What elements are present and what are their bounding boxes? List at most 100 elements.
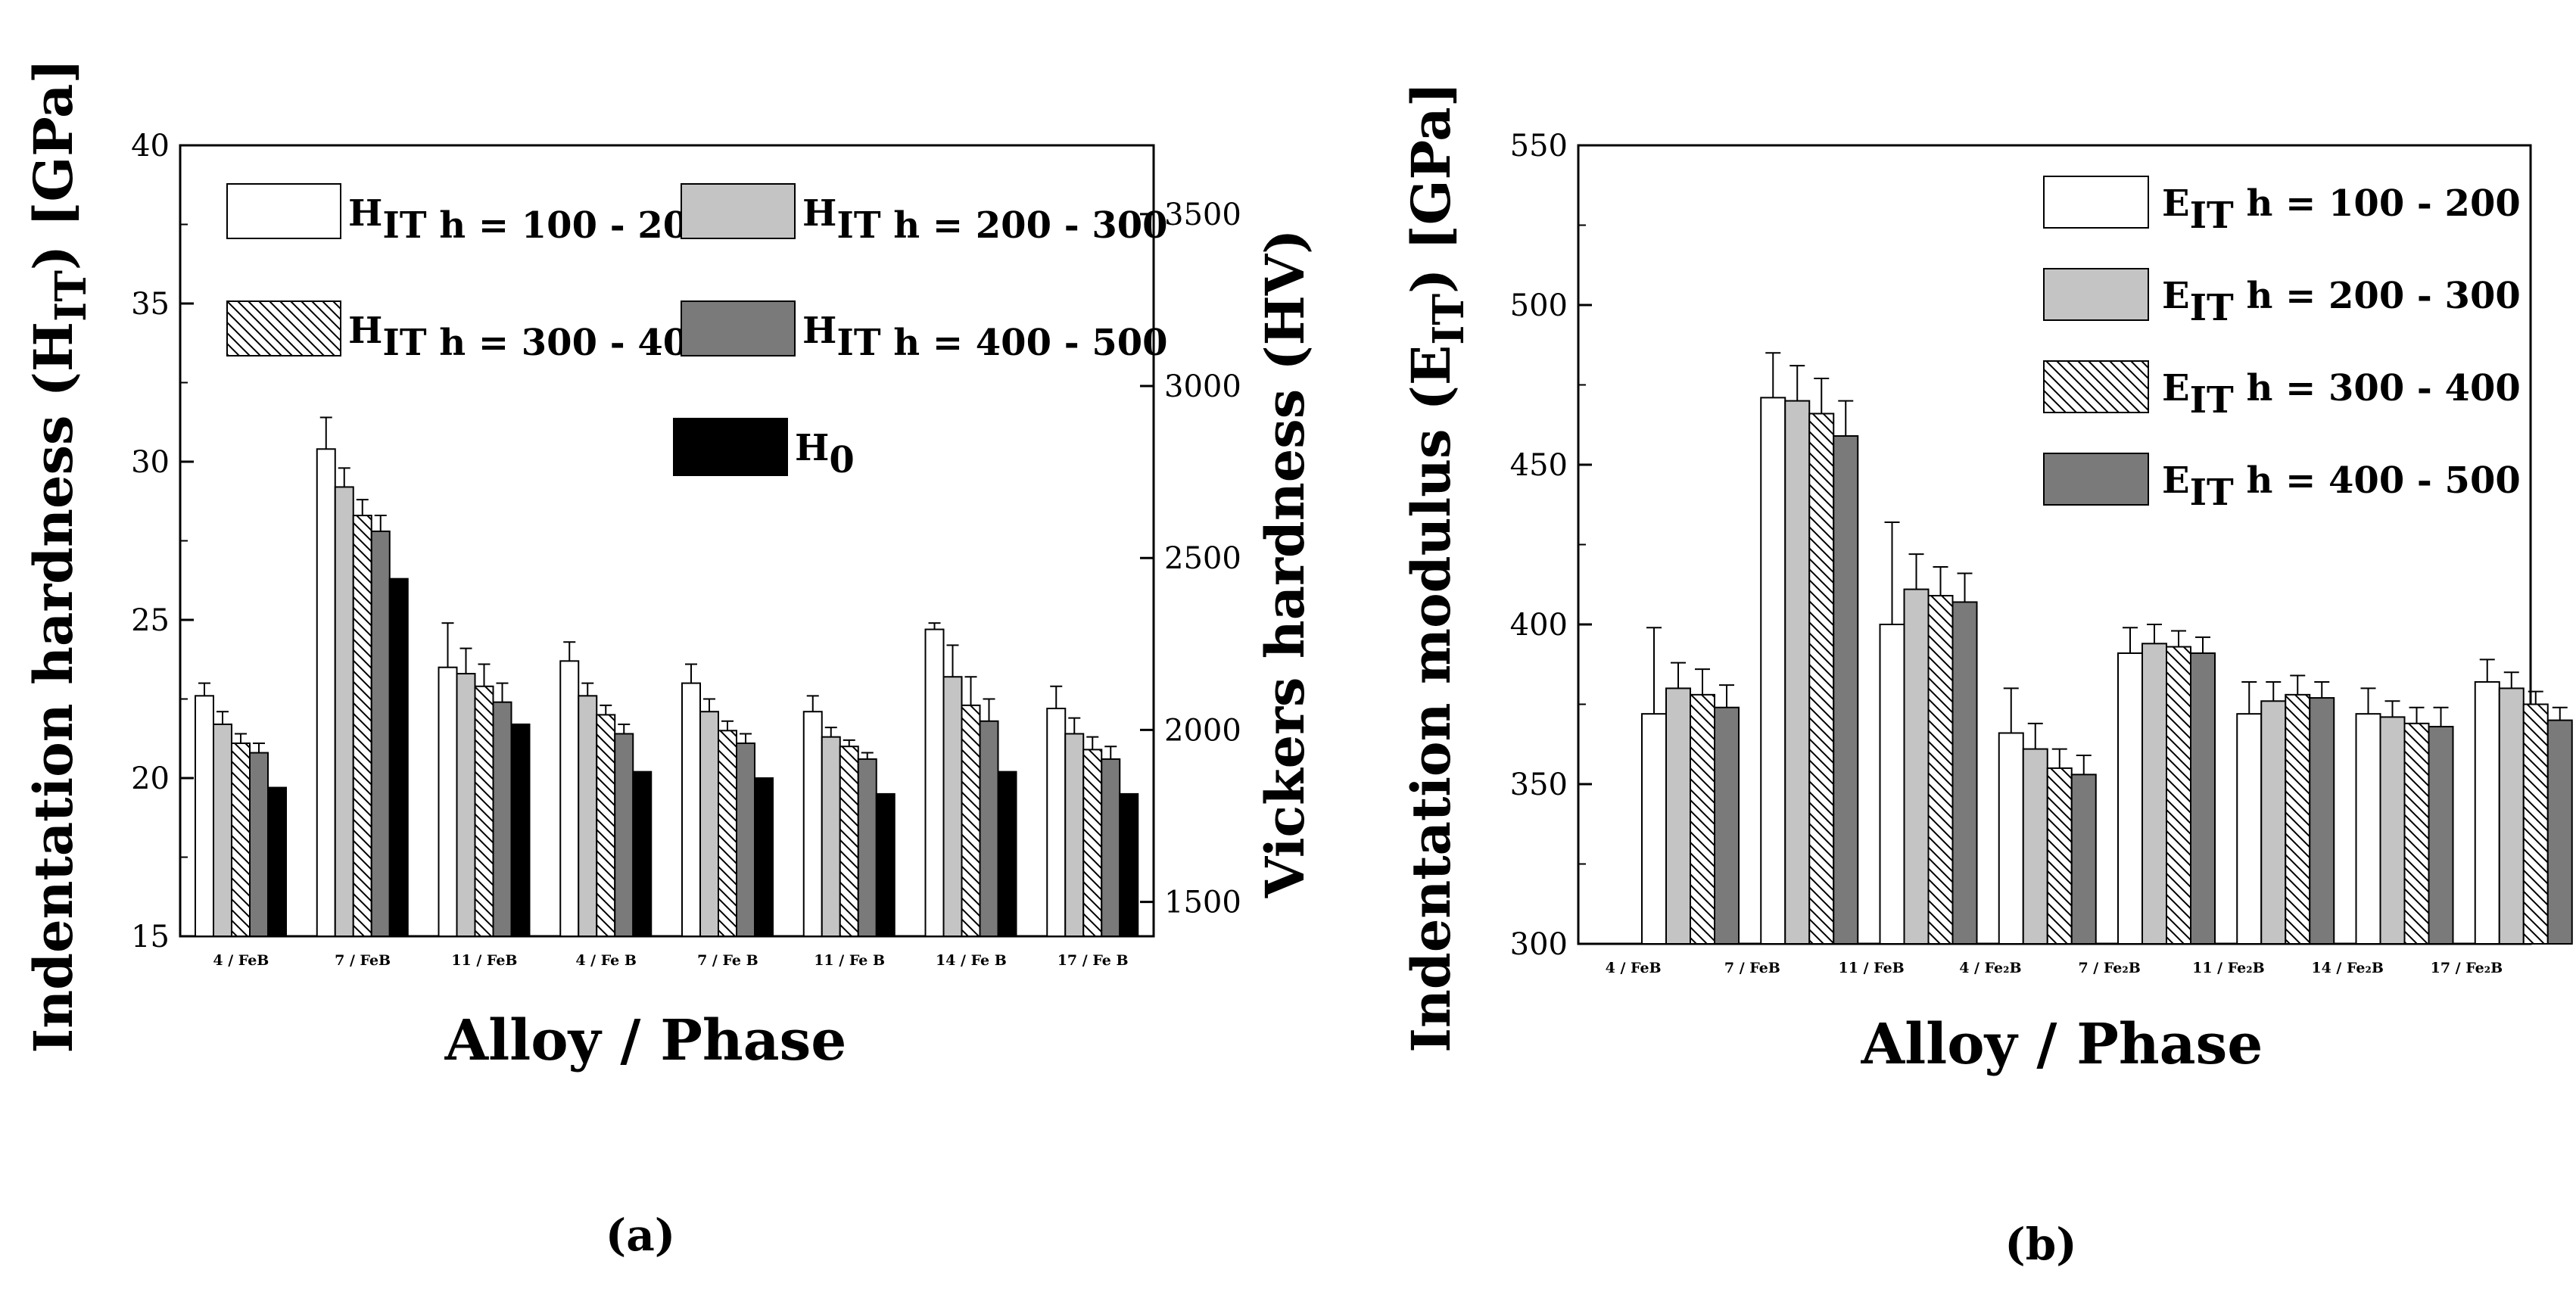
bar-a-3 [352,515,372,937]
legend-swatch-a [673,418,788,476]
bar-a-4 [1101,758,1121,937]
bar-b-3 [1690,693,1715,945]
y-right-tick-label-a: 3500 [1164,198,1241,232]
x-tick-label-a: 7 / Fe B [697,952,758,969]
y-axis-title-main: Indentation hardness (H [22,322,85,1054]
bar-a-5 [632,771,653,938]
bar-a-1 [1046,708,1067,937]
bar-a-4 [614,733,634,937]
x-tick-label-b: 7 / Fe₂B [2078,960,2140,976]
legend-swatch-a [681,183,796,239]
legend-label-main: H [802,192,836,235]
legend-label-main: E [2162,459,2190,502]
legend-label-main: E [2162,182,2190,225]
x-axis-title-b: Alloy / Phase [1861,1012,2263,1077]
bar-a-2 [942,676,963,937]
bar-a-2 [699,711,719,937]
legend-label-sub: IT [2190,287,2234,329]
legend-label-sub: IT [2190,195,2234,237]
bar-b-2 [2498,687,2525,945]
y-axis-title-sub: IT [46,270,96,322]
y-right-tick-label-a: 3000 [1164,369,1241,404]
bar-a-5 [875,792,896,938]
bar-a-3 [474,685,494,938]
x-tick-label-a: 4 / Fe B [575,952,637,969]
legend-swatch-b [2043,360,2149,413]
legend-swatch-a [681,300,796,356]
bar-a-2 [1064,733,1085,937]
bar-a-4 [492,701,512,937]
y-tick-label-b: 500 [1510,288,1568,323]
x-tick-label-b: 4 / Fe₂B [1959,960,2021,976]
y-tick-label-a: 20 [131,761,170,796]
y-tick-label-a: 30 [131,445,170,480]
x-axis-title-a: Alloy / Phase [444,1008,847,1073]
y-tick-label-a: 25 [131,603,170,638]
bar-a-3 [839,746,859,938]
y-tick-label-a: 35 [131,287,170,322]
bar-a-3 [231,743,251,938]
bar-b-2 [1665,687,1691,945]
x-tick-label-a: 7 / FeB [335,952,391,969]
y-axis-title-sub: IT [1424,294,1474,345]
y-axis-title-end: ) [GPa] [22,58,85,270]
bar-b-3 [1927,595,1954,945]
bar-b-4 [1833,435,1859,945]
bar-b-4 [1951,601,1978,945]
legend-label-main: H [348,192,382,235]
bar-a-3 [961,704,981,937]
bar-b-1 [2117,652,2143,945]
x-tick-label-b: 11 / Fe₂B [2192,960,2265,976]
y-tick-label-a: 15 [131,920,170,954]
x-tick-label-b: 11 / FeB [1839,960,1905,976]
bar-b-2 [2260,700,2287,945]
bar-b-4 [1714,706,1740,945]
bar-b-3 [2403,722,2430,945]
legend-label-sub: 0 [829,439,854,481]
bar-a-4 [736,743,755,938]
y-axis-title-a: Indentation hardness (HIT) [GPa] [22,58,96,1053]
bar-b-1 [2474,680,2500,945]
x-tick-label-a: 11 / FeB [451,952,517,969]
legend-label-a: HIT h = 400 - 500 [802,310,1168,364]
bar-a-1 [316,448,336,937]
y-axis-title-end: ) [GPa] [1400,82,1462,294]
bar-b-4 [2190,652,2216,945]
bar-a-1 [802,711,823,937]
legend-label-sub: IT h = 100 - 200 [382,204,713,247]
panel-label-a: (a) [606,1209,675,1261]
legend-label-b: EIT h = 300 - 400 [2162,367,2521,422]
bar-b-2 [2379,716,2406,945]
y-tick-label-b: 400 [1510,608,1568,643]
legend-label-a: HIT h = 100 - 200 [348,192,714,247]
panel-label-b: (b) [2004,1219,2076,1270]
legend-label-rest: h = 400 - 500 [2234,459,2521,502]
bar-a-2 [213,723,232,937]
bar-a-2 [821,736,841,937]
bar-b-2 [1784,400,1811,945]
y-tick-label-b: 300 [1510,927,1568,962]
legend-label-rest: h = 100 - 200 [2234,182,2521,225]
x-tick-label-a: 14 / Fe B [936,952,1007,969]
bar-b-3 [2046,767,2073,945]
bar-a-4 [249,752,269,937]
x-tick-label-a: 11 / Fe B [814,952,885,969]
legend-label-main: E [2162,367,2190,409]
legend-swatch-a [226,300,341,356]
bar-a-4 [979,720,999,937]
bar-a-1 [438,666,458,937]
bar-b-1 [1641,713,1667,945]
bar-b-1 [2355,713,2381,945]
legend-label-a: H0 [795,427,855,481]
legend-label-sub: IT h = 200 - 300 [836,204,1167,247]
legend-label-b: EIT h = 200 - 300 [2162,275,2521,329]
x-tick-label-b: 14 / Fe₂B [2311,960,2384,976]
legend-label-rest: h = 300 - 400 [2234,367,2521,409]
bar-b-2 [1903,588,1930,945]
legend-label-main: H [802,310,836,352]
legend-label-main: H [348,310,382,352]
legend-label-main: E [2162,275,2190,317]
x-tick-label-a: 4 / FeB [213,952,269,969]
bar-b-2 [2141,643,2167,945]
